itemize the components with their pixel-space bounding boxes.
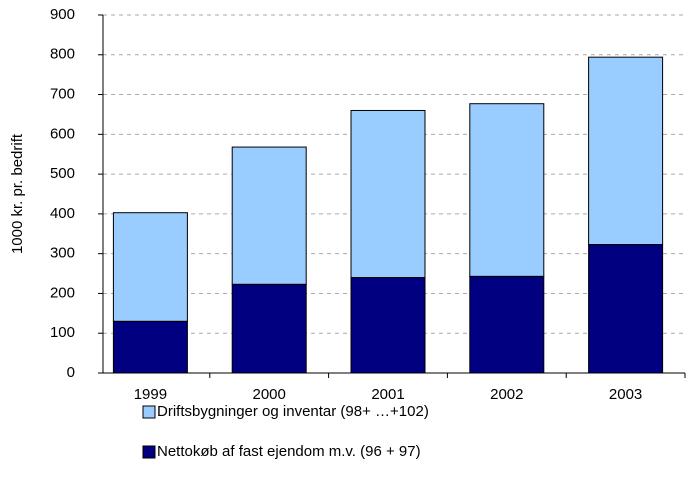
- y-tick-label: 800: [50, 46, 75, 63]
- y-tick-label: 200: [50, 284, 75, 301]
- y-axis-label: 1000 kr. pr. bedrift: [9, 133, 26, 254]
- bar-segment: [231, 146, 307, 285]
- legend-swatch: [142, 405, 156, 419]
- bar-segment: [350, 277, 426, 374]
- y-tick-label: 0: [67, 364, 75, 381]
- legend-label: Nettokøb af fast ejendom m.v. (96 + 97): [157, 443, 421, 460]
- y-tick-label: 700: [50, 86, 75, 103]
- x-tick-label: 2003: [609, 386, 642, 403]
- y-tick-label: 300: [50, 245, 75, 262]
- bar-segment: [112, 320, 188, 374]
- x-tick-label: 2002: [490, 386, 523, 403]
- x-tick-label: 1999: [134, 386, 167, 403]
- x-tick-label: 2001: [371, 386, 404, 403]
- x-tick-label: 2000: [253, 386, 286, 403]
- y-tick-label: 900: [50, 6, 75, 23]
- bar-segment: [112, 212, 188, 322]
- bar-segment: [469, 275, 545, 374]
- legend-swatch: [142, 445, 156, 459]
- y-tick-label: 400: [50, 205, 75, 222]
- legend-label: Driftsbygninger og inventar (98+ …+102): [157, 403, 429, 420]
- bar-segment: [469, 103, 545, 277]
- bar-segment: [231, 283, 307, 374]
- bar-segment: [350, 109, 426, 279]
- y-tick-label: 600: [50, 125, 75, 142]
- bar-segment: [588, 56, 664, 246]
- y-tick-label: 100: [50, 324, 75, 341]
- bar-segment: [588, 244, 664, 374]
- y-tick-label: 500: [50, 165, 75, 182]
